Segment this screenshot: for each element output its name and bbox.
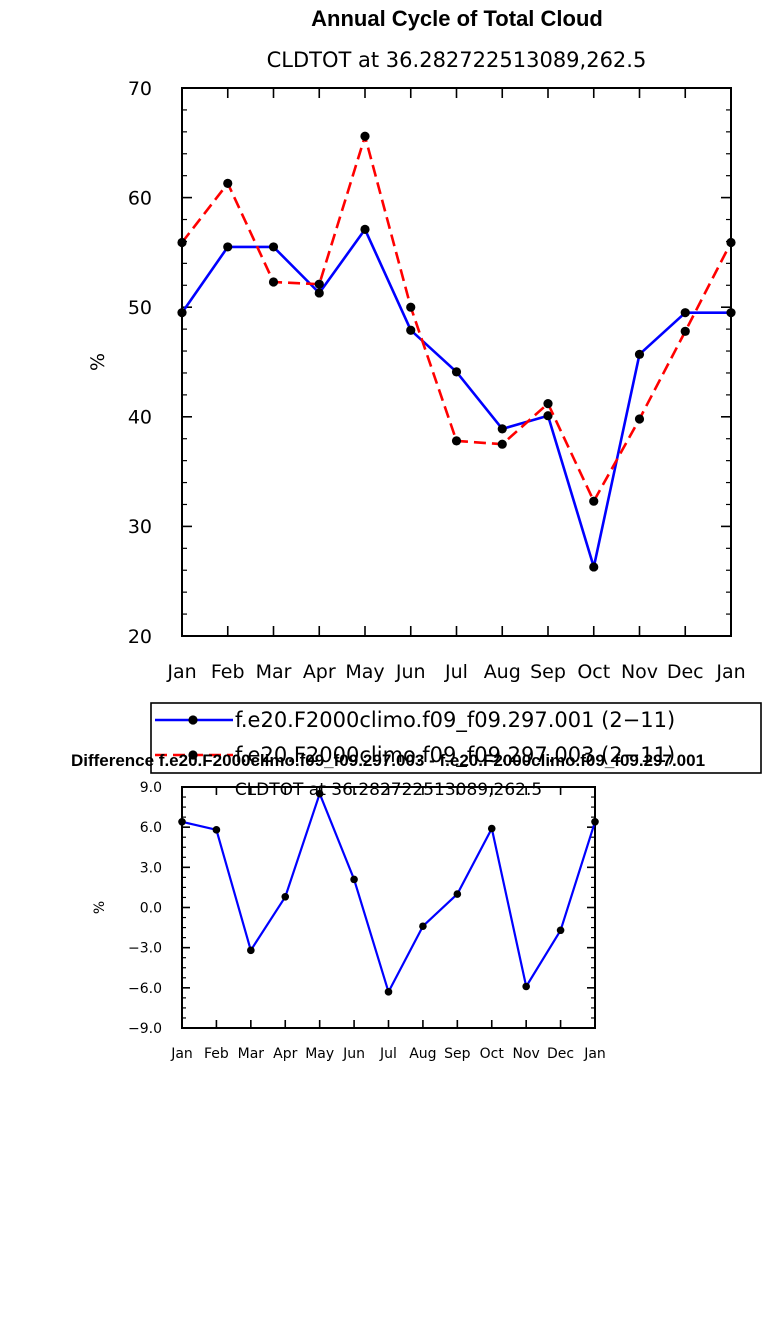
- x-tick-label: Aug: [484, 661, 521, 683]
- y-tick-label: −6.0: [128, 981, 162, 997]
- data-point: [451, 367, 462, 377]
- data-point: [451, 436, 462, 446]
- legend-swatch-marker: [188, 750, 198, 760]
- x-tick-label: Oct: [480, 1046, 505, 1062]
- data-point: [406, 325, 416, 335]
- data-point: [726, 308, 736, 318]
- data-point: [315, 789, 324, 798]
- legend-entry: f.e20.F2000climo.f09_f09.297.001 (2−11): [235, 708, 675, 733]
- data-point: [497, 424, 507, 434]
- series-line: [180, 228, 731, 569]
- x-tick-label: Apr: [303, 661, 336, 683]
- data-point: [360, 131, 370, 141]
- data-point: [634, 349, 645, 359]
- data-point: [589, 562, 599, 572]
- data-point: [314, 279, 324, 289]
- data-point: [212, 826, 221, 834]
- y-tick-label: 3.0: [140, 860, 162, 876]
- y-tick-label: 70: [128, 78, 152, 100]
- plot-frame: [181, 87, 732, 637]
- x-tick-label: Mar: [238, 1046, 265, 1062]
- data-point: [360, 224, 370, 234]
- x-tick-label: Jan: [583, 1046, 606, 1062]
- data-point: [223, 242, 233, 252]
- y-tick-label: 30: [128, 516, 152, 538]
- legend-swatch-marker: [188, 715, 198, 725]
- x-tick-label: Apr: [273, 1046, 297, 1062]
- data-point: [314, 288, 324, 298]
- x-tick-label: Mar: [256, 661, 292, 683]
- data-point: [247, 946, 255, 955]
- y-axis-label: %: [92, 901, 108, 914]
- data-point: [680, 308, 690, 318]
- chart-title: Annual Cycle of Total Cloud: [311, 6, 603, 31]
- y-tick-label: −3.0: [128, 941, 162, 957]
- y-tick-label: 9.0: [140, 780, 162, 796]
- x-tick-label: Feb: [211, 661, 245, 683]
- data-point: [634, 414, 645, 424]
- x-tick-label: Feb: [204, 1046, 229, 1062]
- x-tick-label: Sep: [530, 661, 566, 683]
- data-point: [419, 922, 427, 931]
- data-point: [487, 824, 496, 833]
- data-point: [543, 411, 553, 421]
- data-point: [384, 988, 393, 996]
- legend-box: [150, 702, 762, 774]
- legend: f.e20.F2000climo.f09_f09.297.001 (2−11) f…: [150, 702, 762, 774]
- chart-panel-2: Difference f.e20.F2000climo.f09_f09.297.…: [71, 751, 705, 1062]
- data-point: [406, 302, 416, 312]
- chart-panel-1: Annual Cycle of Total Cloud CLDTOT at 36.…: [87, 6, 762, 774]
- x-tick-label: Aug: [409, 1046, 436, 1062]
- y-tick-label: 50: [128, 297, 152, 319]
- data-point: [177, 237, 187, 248]
- data-point: [497, 439, 507, 449]
- data-point: [177, 308, 187, 318]
- y-tick-label: 6.0: [140, 820, 162, 836]
- data-point: [726, 237, 736, 248]
- data-point: [680, 326, 690, 336]
- x-tick-label: May: [345, 661, 384, 683]
- data-point: [178, 818, 186, 826]
- x-tick-label: Dec: [667, 661, 704, 683]
- x-tick-label: May: [305, 1046, 334, 1062]
- data-point: [556, 926, 565, 935]
- series-1: [177, 224, 736, 572]
- series-1: [178, 789, 599, 996]
- x-tick-label: Nov: [621, 661, 658, 683]
- data-point: [589, 496, 599, 506]
- chart-title: Difference f.e20.F2000climo.f09_f09.297.…: [71, 751, 705, 770]
- y-tick-label: 20: [128, 626, 152, 648]
- series-2: [177, 131, 736, 506]
- data-point: [591, 818, 599, 826]
- y-tick-label: −9.0: [128, 1021, 162, 1037]
- y-tick-label: 40: [128, 407, 152, 429]
- y-tick-label: 60: [128, 187, 152, 209]
- legend-entry: f.e20.F2000climo.f09_f09.297.003 (2−11): [235, 743, 675, 768]
- data-point: [350, 875, 358, 884]
- x-tick-label: Jul: [444, 661, 468, 683]
- chart-subtitle: CLDTOT at 36.282722513089,262.5: [267, 48, 647, 72]
- x-tick-label: Jun: [395, 661, 426, 683]
- data-point: [453, 890, 462, 898]
- x-tick-label: Jun: [342, 1046, 365, 1062]
- x-tick-label: Oct: [577, 661, 610, 683]
- data-point: [268, 277, 279, 287]
- data-point: [522, 982, 530, 991]
- series-line: [181, 792, 597, 994]
- data-point: [223, 178, 233, 188]
- y-tick-label: 0.0: [140, 901, 162, 917]
- x-tick-label: Jul: [379, 1046, 397, 1062]
- data-point: [543, 399, 553, 409]
- x-tick-label: Nov: [513, 1046, 540, 1062]
- x-tick-label: Sep: [444, 1046, 471, 1062]
- x-tick-label: Jan: [715, 661, 745, 683]
- data-point: [268, 242, 279, 252]
- data-point: [281, 892, 290, 901]
- series-line: [180, 134, 733, 503]
- x-tick-label: Dec: [547, 1046, 574, 1062]
- y-axis-label: %: [87, 353, 109, 371]
- x-tick-label: Jan: [166, 661, 196, 683]
- x-tick-label: Jan: [170, 1046, 193, 1062]
